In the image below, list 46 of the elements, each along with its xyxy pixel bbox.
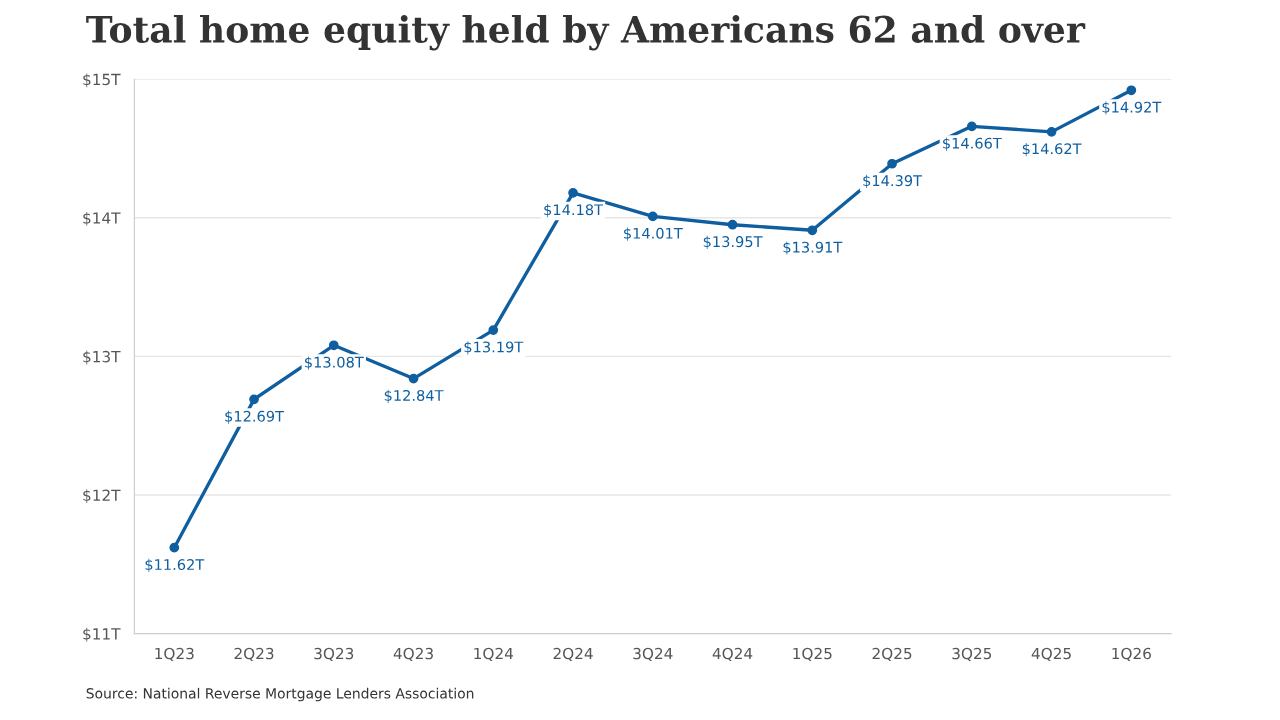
- point: [408, 373, 419, 384]
- point: [647, 211, 658, 222]
- x-tick-label: 2Q23: [234, 647, 274, 662]
- point: [488, 325, 499, 335]
- x-tick-label: 4Q24: [712, 647, 753, 662]
- point: [1046, 127, 1057, 137]
- data-label: $13.91T: [783, 241, 843, 255]
- x-tick-label: 1Q23: [155, 647, 194, 662]
- data-label: $14.01T: [624, 227, 683, 241]
- x-tick-label: 3Q25: [952, 647, 992, 662]
- data-label: $12.69T: [225, 410, 285, 424]
- x-tick-label: 1Q24: [474, 647, 514, 662]
- data-label: $14.66T: [943, 137, 1002, 151]
- data-label: $13.08T: [305, 356, 364, 370]
- data-label: $14.92T: [1102, 101, 1162, 115]
- x-tick-label: 2Q24: [553, 647, 593, 662]
- point: [1126, 85, 1137, 96]
- data-label: $14.18T: [544, 203, 604, 218]
- x-tick-label: 4Q23: [393, 647, 433, 662]
- point: [727, 219, 738, 230]
- x-tick-label: 1Q25: [793, 647, 832, 662]
- data-label: $14.62T: [1022, 142, 1082, 157]
- y-tick-label: $13T: [83, 350, 121, 365]
- data-label: $13.19T: [464, 341, 524, 355]
- point: [568, 187, 578, 198]
- x-tick-label: 1Q26: [1112, 647, 1151, 662]
- point: [169, 542, 180, 553]
- data-label: $13.95T: [703, 235, 763, 250]
- chart-title: Total home equity held by Americans 62 and over: [86, 14, 1086, 51]
- data-label: $12.84T: [384, 389, 444, 403]
- point: [887, 158, 897, 169]
- point: [807, 225, 818, 236]
- point: [328, 340, 339, 351]
- point: [249, 394, 259, 405]
- x-tick-label: 2Q25: [872, 647, 912, 662]
- data-label: $14.39T: [863, 174, 923, 189]
- y-tick-label: $14T: [83, 212, 121, 226]
- y-tick-label: $11T: [83, 627, 121, 642]
- point: [966, 121, 977, 132]
- source-note: Source: National Reverse Mortgage Lenders Association: [86, 687, 474, 702]
- data-label: $11.62T: [145, 558, 205, 572]
- x-tick-label: 3Q24: [633, 647, 673, 662]
- y-tick-label: $12T: [83, 489, 121, 504]
- x-tick-label: 3Q23: [314, 647, 354, 662]
- y-tick-label: $15T: [83, 73, 121, 88]
- x-tick-label: 4Q25: [1031, 647, 1071, 662]
